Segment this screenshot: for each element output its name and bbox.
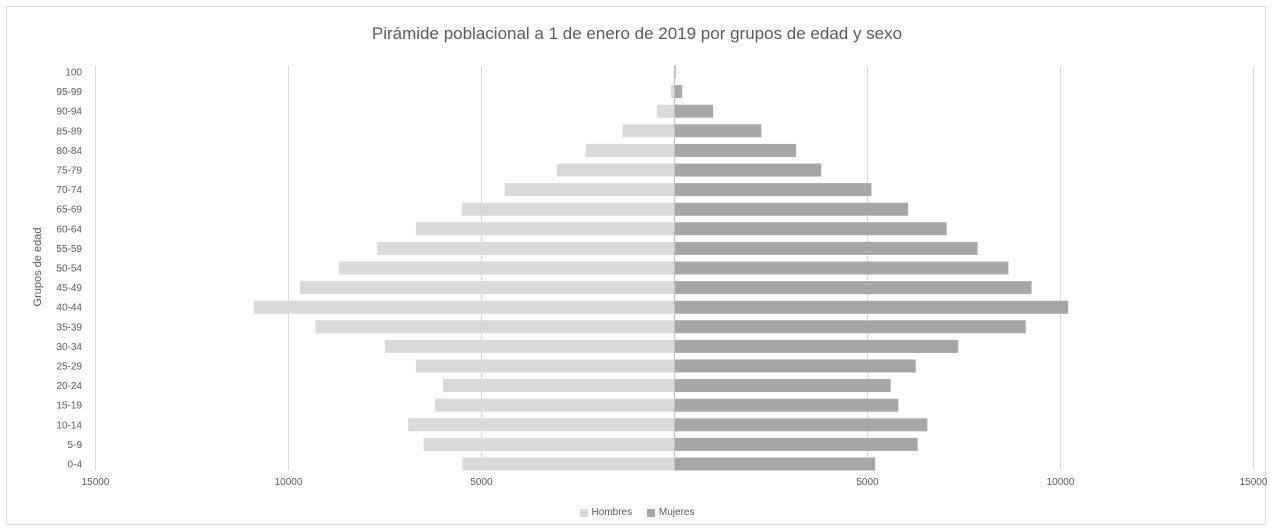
legend-swatch-hombres [579,508,588,517]
bar-hombres-45-49 [300,281,675,295]
bar-mujeres-100 [674,65,676,79]
bar-hombres-35-39 [315,320,675,334]
bar-hombres-20-24 [442,379,675,393]
bar-hombres-55-59 [377,241,675,255]
bar-mujeres-0-4 [674,457,876,471]
y-tick-label: 80-84 [56,146,82,157]
y-tick-label: 55-59 [56,244,82,255]
bar-hombres-10-14 [408,418,675,432]
legend-item-mujeres: Mujeres [646,507,695,518]
bar-mujeres-95-99 [674,85,683,99]
y-tick-label: 90-94 [56,107,82,118]
y-tick-label: 100 [65,68,82,79]
x-tick-label: 10000 [1047,477,1075,488]
bar-hombres-90-94 [657,104,675,118]
bar-mujeres-80-84 [674,143,797,157]
y-tick-label: 75-79 [56,166,82,177]
y-tick-label: 50-54 [56,264,82,275]
legend-label-hombres: Hombres [591,507,633,518]
bar-hombres-80-84 [585,143,675,157]
legend-item-hombres: Hombres [579,507,633,518]
chart-title: Pirámide poblacional a 1 de enero de 201… [371,24,903,43]
y-tick-label: 25-29 [56,362,82,373]
bar-hombres-100 [673,65,675,79]
bar-mujeres-40-44 [674,300,1069,314]
x-tick-label: 15000 [82,477,110,488]
y-tick-label: 15-19 [56,401,82,412]
y-tick-label: 20-24 [56,381,82,392]
chart-legend: Hombres Mujeres [0,507,1274,520]
bar-hombres-25-29 [415,359,675,373]
y-tick-label: 60-64 [56,224,82,235]
x-tick-label: 10000 [275,477,303,488]
y-tick-label: 70-74 [56,185,82,196]
bar-hombres-65-69 [462,202,675,216]
bar-hombres-30-34 [385,339,675,353]
bar-mujeres-90-94 [674,104,714,118]
bar-mujeres-75-79 [674,163,822,177]
bar-hombres-40-44 [253,300,675,314]
bar-hombres-50-54 [338,261,675,275]
y-tick-label: 65-69 [56,205,82,216]
bar-mujeres-50-54 [674,261,1009,275]
bar-hombres-95-99 [670,85,675,99]
bar-mujeres-55-59 [674,241,978,255]
bar-mujeres-30-34 [674,339,959,353]
bar-hombres-60-64 [415,222,675,236]
x-tick-label: 5000 [470,477,493,488]
y-tick-label: 40-44 [56,303,82,314]
bar-mujeres-20-24 [674,379,891,393]
y-tick-label: 95-99 [56,87,82,98]
bar-mujeres-85-89 [674,124,762,138]
bar-hombres-85-89 [622,124,675,138]
bar-mujeres-70-74 [674,183,872,197]
x-tick-label: 5000 [856,477,879,488]
bar-hombres-5-9 [423,437,675,451]
y-tick-label: 5-9 [68,440,83,451]
y-tick-label: 10-14 [56,420,82,431]
bar-hombres-15-19 [435,398,675,412]
bar-hombres-0-4 [462,457,675,471]
y-tick-label: 0-4 [68,460,83,471]
bar-hombres-70-74 [504,183,675,197]
y-axis-label: Grupos de edad [32,228,44,307]
bar-mujeres-65-69 [674,202,909,216]
x-tick-label: 15000 [1240,477,1268,488]
y-tick-label: 35-39 [56,322,82,333]
legend-label-mujeres: Mujeres [658,507,695,518]
bar-mujeres-5-9 [674,437,918,451]
bar-mujeres-60-64 [674,222,947,236]
bar-mujeres-25-29 [674,359,916,373]
bar-mujeres-10-14 [674,418,928,432]
bar-mujeres-45-49 [674,281,1032,295]
y-tick-label: 30-34 [56,342,82,353]
legend-swatch-mujeres [646,508,655,517]
bar-hombres-75-79 [556,163,675,177]
y-tick-label: 85-89 [56,126,82,137]
bar-mujeres-15-19 [674,398,899,412]
y-tick-label: 45-49 [56,283,82,294]
bar-mujeres-35-39 [674,320,1026,334]
